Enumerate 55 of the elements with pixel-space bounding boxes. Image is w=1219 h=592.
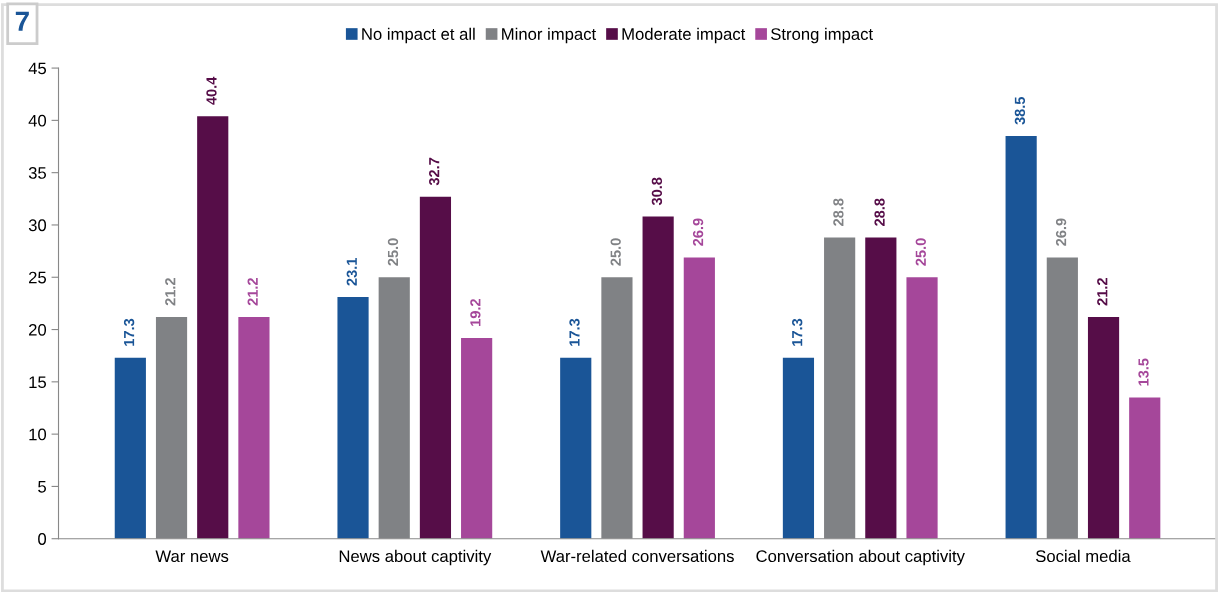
bar	[782, 357, 815, 539]
data-label: 17.3	[569, 318, 580, 346]
x-tick-label: War news	[155, 550, 229, 563]
legend-label: Strong impact	[771, 27, 873, 44]
bar	[906, 277, 938, 539]
bar	[560, 357, 592, 539]
bar	[337, 297, 369, 539]
data-label: 25.0	[387, 238, 399, 266]
bar	[1087, 317, 1120, 539]
bar	[197, 116, 229, 539]
bar	[865, 237, 897, 539]
legend-label: Minor impact	[502, 27, 597, 44]
data-label: 26.9	[1055, 218, 1067, 246]
text: 7	[15, 11, 29, 31]
bar	[1129, 397, 1161, 539]
bar	[419, 196, 452, 539]
y-tick-label: 45	[28, 62, 47, 75]
y-tick-label: 35	[28, 167, 47, 179]
x-tick-label: War-related conversations	[540, 549, 734, 563]
bar	[461, 337, 493, 539]
data-label: 25.0	[915, 238, 926, 266]
y-tick-label: 0	[38, 533, 47, 545]
legend-label: Moderate impact	[622, 27, 746, 44]
bar	[114, 357, 146, 539]
data-label: 21.2	[165, 278, 176, 306]
bar	[642, 216, 674, 539]
data-label: 26.9	[692, 218, 704, 246]
bar	[683, 257, 715, 539]
y-tick-label: 25	[29, 271, 47, 284]
data-label: 21.2	[1097, 278, 1108, 306]
x-tick-label: Conversation about captivity	[756, 549, 965, 566]
y-tick-label: 10	[29, 428, 47, 441]
data-label: 19.2	[470, 299, 481, 326]
y-tick-label: 15	[29, 376, 47, 389]
data-label: 13.5	[1138, 358, 1149, 386]
data-label: 21.2	[247, 278, 258, 306]
data-label: 32.7	[429, 157, 440, 186]
x-tick-label: Social media	[1035, 549, 1131, 563]
y-tick-label: 20	[29, 323, 47, 336]
data-label: 40.4	[206, 76, 217, 105]
data-label: 38.5	[1014, 96, 1026, 125]
data-label: 17.3	[123, 318, 135, 346]
data-label: 23.1	[346, 258, 357, 286]
y-tick-label: 40	[28, 114, 47, 127]
data-label: 28.8	[833, 198, 844, 226]
data-label: 30.8	[651, 177, 663, 206]
y-tick-label: 5	[38, 481, 47, 493]
data-label: 25.0	[610, 238, 621, 266]
y-tick-label: 30	[28, 219, 47, 232]
bar	[1005, 136, 1037, 539]
x-tick-label: News about captivity	[339, 549, 492, 566]
bar	[238, 317, 270, 539]
legend-label: No impact et all	[362, 27, 475, 44]
data-label: 17.3	[792, 318, 803, 346]
data-label: 28.8	[874, 198, 885, 226]
